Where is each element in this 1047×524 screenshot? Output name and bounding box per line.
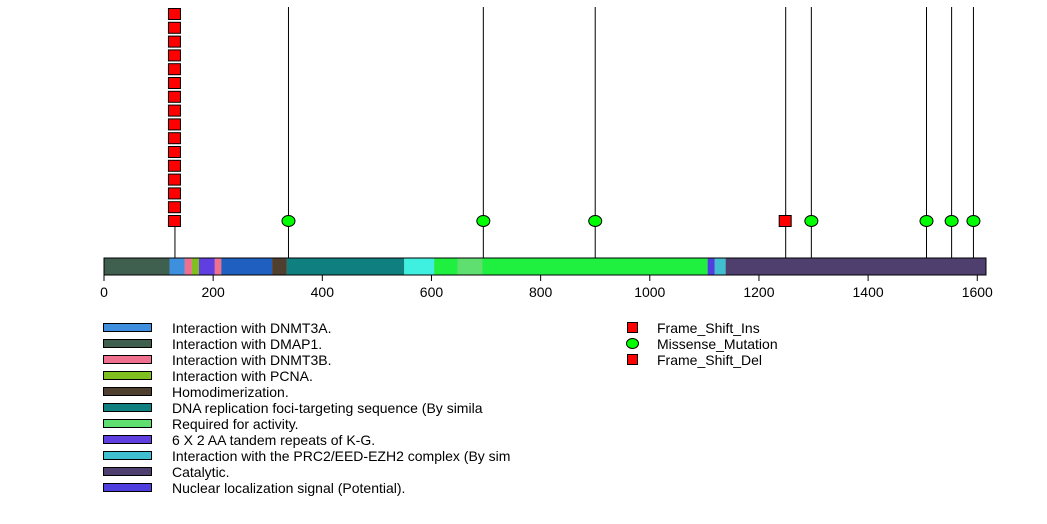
legend-label: Interaction with DNMT3A.: [172, 320, 332, 336]
legend-swatch: [103, 467, 152, 476]
frame-shift-ins-marker: [167, 8, 181, 20]
legend-swatch: [103, 339, 152, 348]
domain-segment: [725, 258, 986, 275]
x-axis: 0 200 400 600 800 1000 1200 1400 1600: [100, 275, 993, 300]
domain-segment: [272, 258, 287, 275]
protein-outline: [103, 257, 987, 276]
frame-shift-ins-marker: [167, 187, 181, 200]
frame-shift-ins-marker: [167, 118, 181, 131]
legend-label: Frame_Shift_Ins: [657, 320, 760, 336]
domain-segment: [457, 258, 483, 275]
domain-segment: [169, 258, 185, 275]
legend-label: Homodimerization.: [172, 384, 289, 400]
domain-segment: [104, 258, 170, 275]
legend-swatch: [103, 483, 152, 492]
legend-swatch: [103, 387, 152, 396]
domain-segment: [184, 258, 192, 275]
legend-label: Frame_Shift_Del: [657, 352, 763, 368]
frame-shift-ins-marker: [167, 77, 181, 89]
frame-shift-ins-marker: [167, 173, 181, 186]
missense-marker: [919, 215, 934, 227]
frame-shift-ins-marker: [167, 132, 181, 145]
frame-shift-ins-marker: [167, 201, 181, 214]
legend-swatch: [103, 323, 152, 332]
frame-shift-ins-marker: [167, 104, 181, 117]
domain-segment: [707, 258, 715, 275]
mutation-stems: [174, 7, 974, 275]
legend-swatch: [103, 355, 152, 364]
legend-label: DNA replication foci-targeting sequence …: [172, 400, 483, 416]
frame-shift-ins-marker: [167, 90, 181, 103]
domain-segment: [191, 258, 199, 275]
legend-swatch: [103, 371, 152, 380]
square-marker-icon: [627, 322, 638, 333]
protein-track: [103, 257, 987, 276]
circle-marker-icon: [626, 338, 639, 349]
legend-label: Catalytic.: [172, 464, 230, 480]
domain-segment: [404, 258, 435, 275]
frame-shift-ins-marker: [167, 63, 181, 76]
x-tick-label: 1600: [962, 284, 993, 300]
domain-segment: [286, 258, 405, 275]
legend-swatch: [103, 403, 152, 412]
mutation-markers: [167, 8, 981, 227]
domain-segment: [214, 258, 222, 275]
missense-marker: [944, 215, 959, 227]
frame-shift-ins-marker: [167, 21, 181, 34]
missense-marker: [588, 215, 603, 227]
legend-label: 6 X 2 AA tandem repeats of K-G.: [172, 432, 376, 448]
frame-shift-ins-marker: [167, 159, 181, 172]
x-tick-label: 600: [420, 284, 444, 300]
lollipop-chart: 0 200 400 600 800 1000 1200 1400 1600: [100, 7, 993, 300]
legend-label: Required for activity.: [172, 416, 299, 432]
domain-segment: [198, 258, 215, 275]
frame-shift-ins-marker: [167, 49, 181, 62]
x-tick-label: 1000: [634, 284, 665, 300]
x-tick-label: 1200: [743, 284, 774, 300]
legend-label: Interaction with DNMT3B.: [172, 352, 332, 368]
domain-segment: [482, 258, 708, 275]
x-tick-label: 400: [311, 284, 335, 300]
legend-label: Missense_Mutation: [657, 336, 778, 352]
domain-segment: [714, 258, 726, 275]
square-marker-icon: [627, 354, 638, 365]
missense-marker: [476, 215, 491, 227]
legend-label: Nuclear localization signal (Potential).: [172, 480, 406, 496]
missense-marker: [966, 215, 981, 227]
x-tick-label: 1400: [853, 284, 884, 300]
legend-label: Interaction with the PRC2/EED-EZH2 compl…: [172, 448, 511, 464]
frame-shift-ins-marker: [167, 146, 181, 158]
legend-swatch: [103, 451, 152, 460]
legend-label: Interaction with PCNA.: [172, 368, 313, 384]
frame-shift-del-marker: [778, 215, 792, 227]
x-tick-label: 200: [201, 284, 225, 300]
legend-swatch: [103, 419, 152, 428]
domain-segment: [221, 258, 273, 275]
missense-marker: [281, 215, 296, 227]
x-tick-label: 0: [100, 284, 108, 300]
missense-marker: [804, 215, 819, 227]
legend-label: Interaction with DMAP1.: [172, 336, 323, 352]
legend-swatch: [103, 435, 152, 444]
x-tick-label: 800: [529, 284, 553, 300]
frame-shift-ins-marker: [167, 35, 181, 48]
domain-segment: [434, 258, 458, 275]
frame-shift-ins-marker: [167, 215, 181, 227]
